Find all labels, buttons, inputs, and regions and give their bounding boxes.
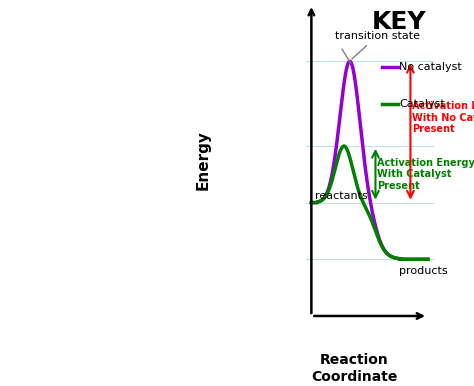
Text: Catalyst: Catalyst	[399, 99, 445, 109]
Text: KEY: KEY	[372, 10, 427, 34]
Text: transition state: transition state	[335, 31, 419, 59]
Text: reactants: reactants	[316, 191, 368, 201]
Text: Activation Energy
With No Catalyst
Present: Activation Energy With No Catalyst Prese…	[412, 101, 474, 134]
Text: products: products	[399, 266, 447, 276]
Text: Reaction
Coordinate: Reaction Coordinate	[311, 353, 397, 384]
Text: No catalyst: No catalyst	[399, 61, 462, 71]
Text: Energy: Energy	[195, 130, 210, 190]
Text: Activation Energy
With Catalyst
Present: Activation Energy With Catalyst Present	[377, 157, 474, 191]
